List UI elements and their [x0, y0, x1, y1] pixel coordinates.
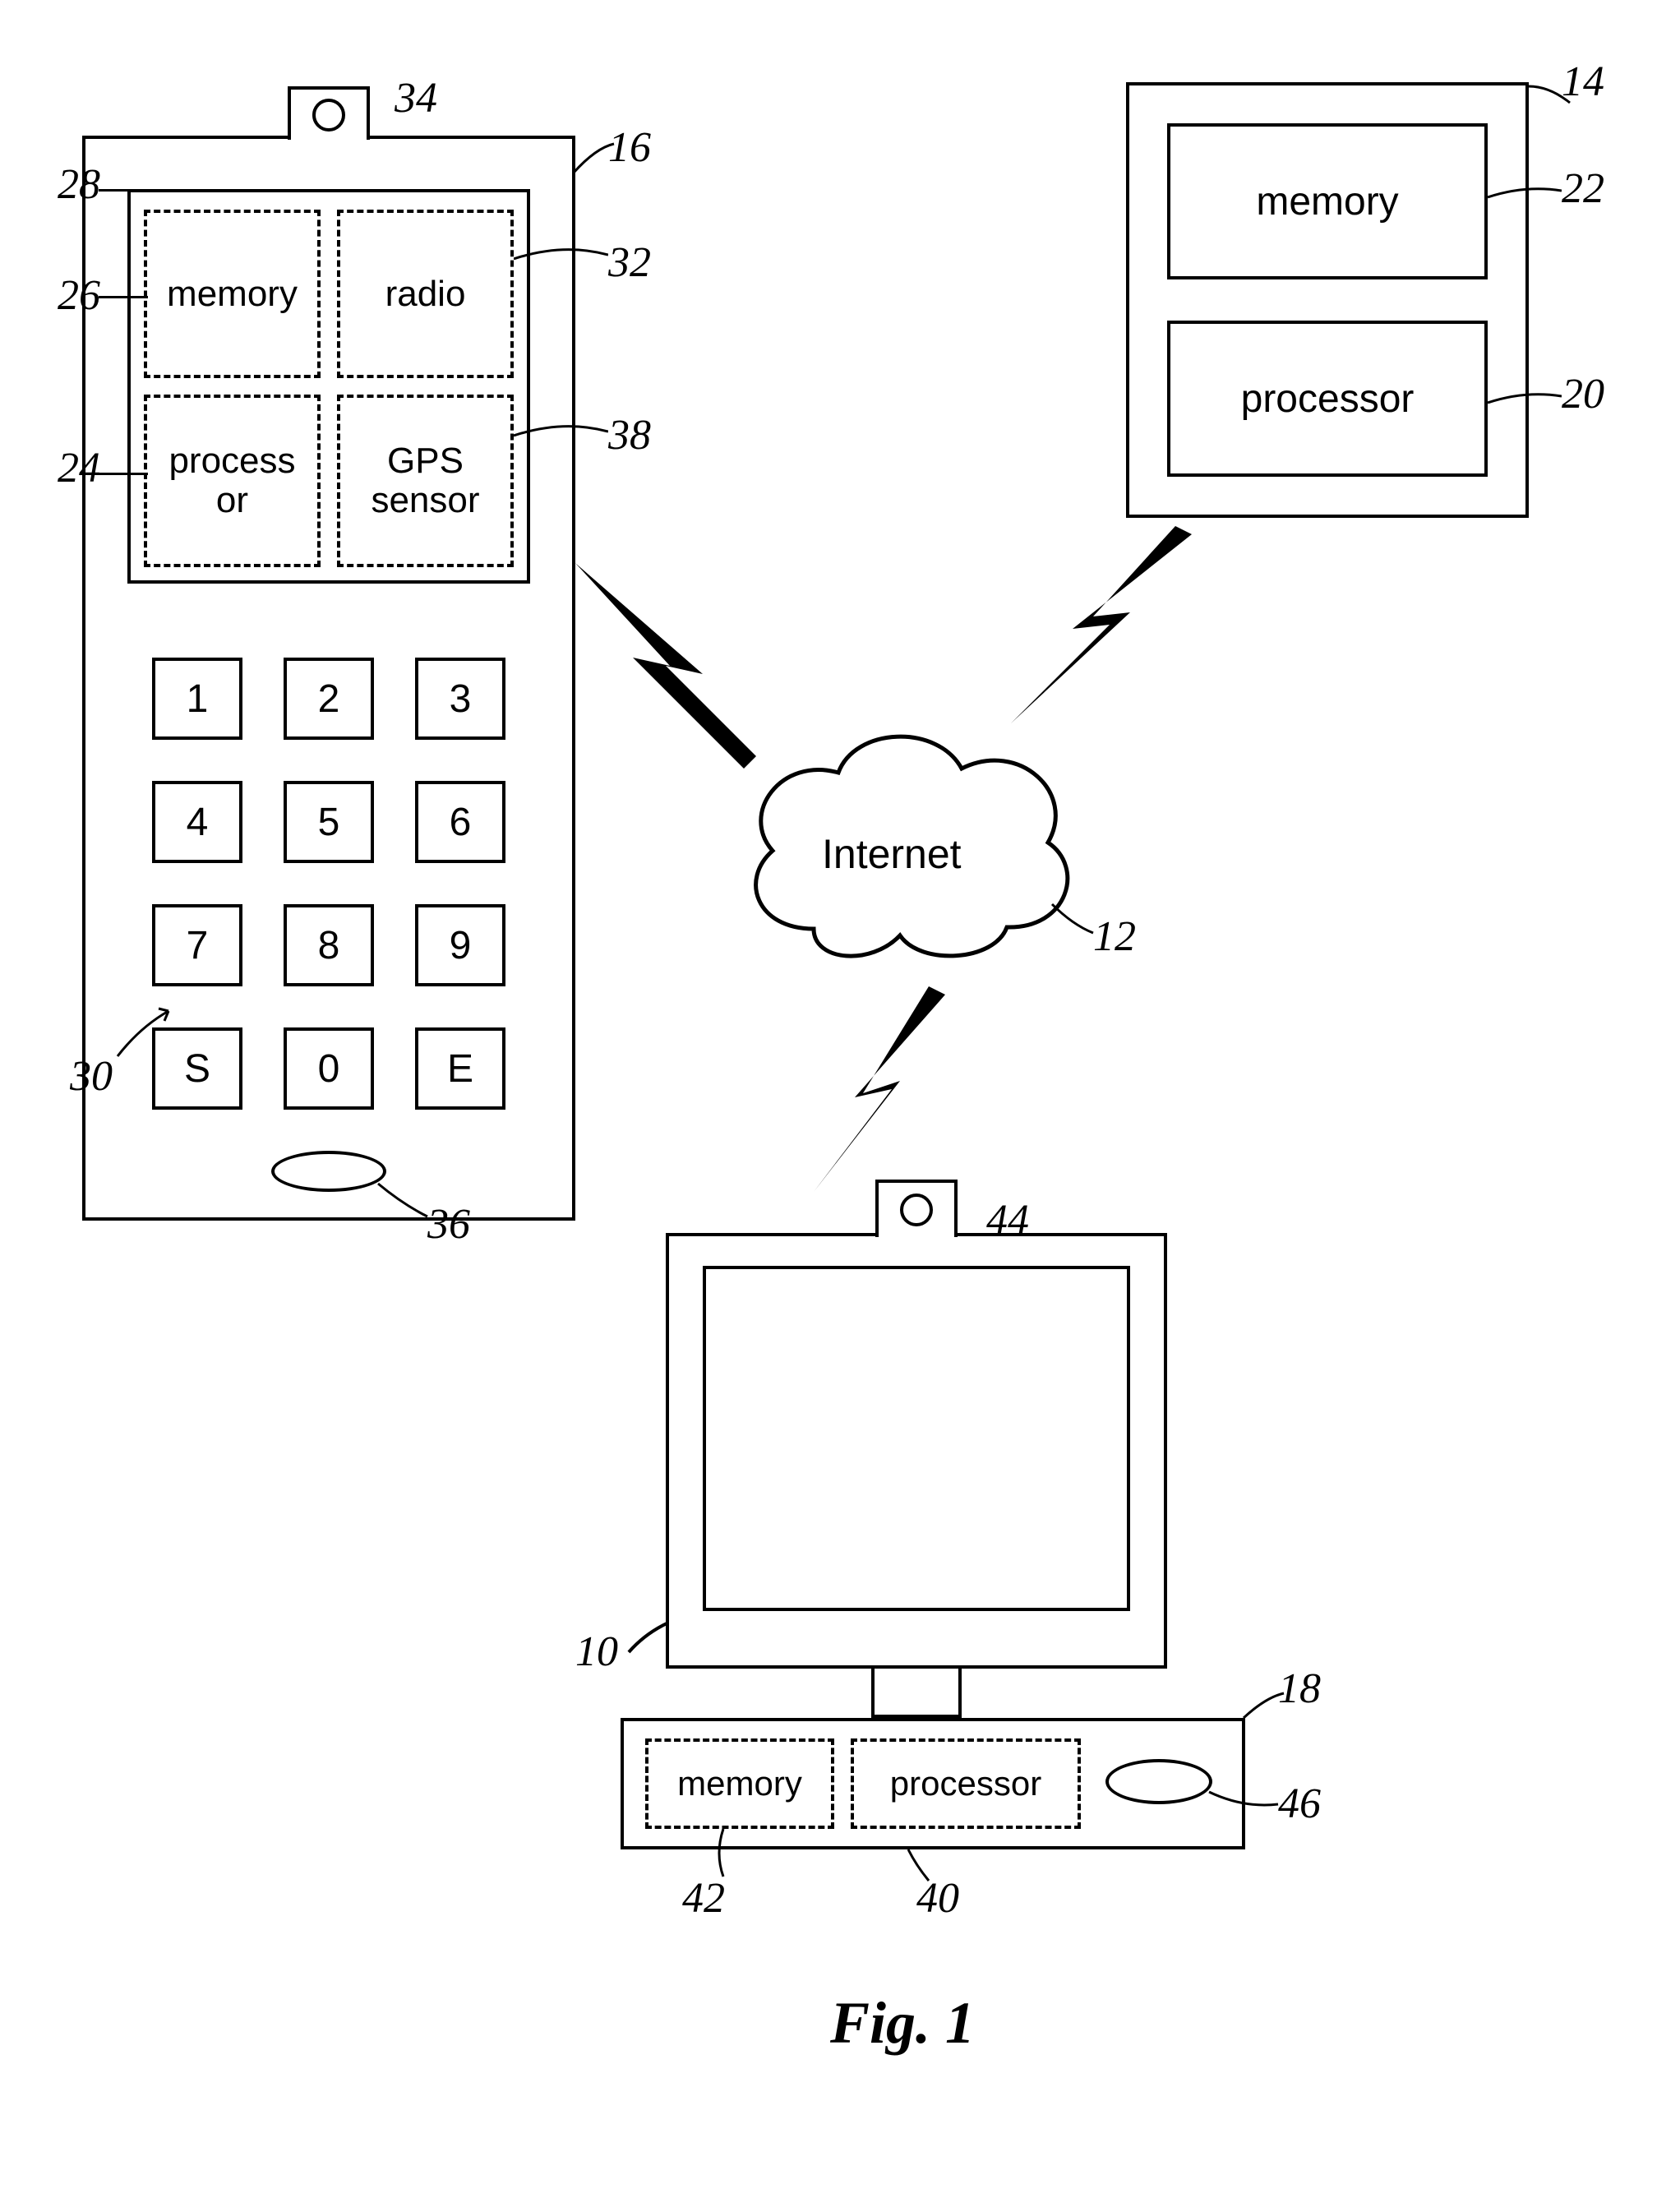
- lead-36: [374, 1180, 432, 1225]
- server-processor-label: processor: [1241, 376, 1415, 422]
- lead-28: [99, 189, 132, 192]
- bolt-cloud-mobile: [542, 551, 773, 781]
- mobile-memory-label: memory: [167, 274, 298, 315]
- mobile-gps-label: GPS sensor: [371, 441, 479, 521]
- lead-26: [99, 296, 148, 298]
- server-memory-box: memory: [1167, 123, 1488, 279]
- keypad-key-7[interactable]: 7: [152, 904, 242, 986]
- keypad-key-2[interactable]: 2: [284, 658, 374, 740]
- mobile-processor-box: process or: [144, 395, 321, 567]
- pc-disc-slot: [1105, 1759, 1212, 1804]
- keypad-key-6[interactable]: 6: [415, 781, 505, 863]
- lead-40: [904, 1849, 937, 1882]
- label-46: 46: [1278, 1780, 1321, 1828]
- mobile-processor-label: process or: [168, 441, 295, 521]
- lead-12: [1048, 900, 1097, 941]
- bolt-server-cloud: [986, 518, 1200, 732]
- keypad-key-0[interactable]: 0: [284, 1027, 374, 1110]
- keypad-key-S[interactable]: S: [152, 1027, 242, 1110]
- keypad-key-8[interactable]: 8: [284, 904, 374, 986]
- figure-caption: Fig. 1: [830, 1989, 975, 2057]
- lead-18: [1241, 1689, 1286, 1722]
- label-38: 38: [608, 411, 651, 459]
- label-44: 44: [986, 1196, 1029, 1244]
- mobile-gps-box: GPS sensor: [337, 395, 514, 567]
- keypad-key-1[interactable]: 1: [152, 658, 242, 740]
- pc-processor-label: processor: [890, 1764, 1041, 1803]
- pc-memory-box: memory: [645, 1738, 834, 1829]
- server-processor-box: processor: [1167, 321, 1488, 477]
- label-30: 30: [70, 1052, 113, 1101]
- keypad-key-5[interactable]: 5: [284, 781, 374, 863]
- keypad-key-3[interactable]: 3: [415, 658, 505, 740]
- lead-46: [1207, 1788, 1281, 1812]
- pc-webcam-lens: [900, 1194, 933, 1226]
- bolt-cloud-pc: [797, 978, 986, 1200]
- lead-42: [711, 1829, 736, 1878]
- mobile-radio-label: radio: [385, 274, 466, 315]
- label-28: 28: [58, 160, 100, 209]
- pc-monitor-neck: [871, 1669, 962, 1718]
- server-memory-label: memory: [1256, 179, 1398, 224]
- lead-16: [571, 140, 616, 177]
- keypad-key-4[interactable]: 4: [152, 781, 242, 863]
- label-26: 26: [58, 271, 100, 320]
- label-42: 42: [682, 1874, 725, 1923]
- label-36: 36: [427, 1200, 470, 1249]
- diagram-canvas: 10 memory processor 14 22 20 Internet 12…: [0, 0, 1680, 2207]
- keypad-key-E[interactable]: E: [415, 1027, 505, 1110]
- label-32: 32: [608, 238, 651, 287]
- lead-14: [1525, 82, 1574, 115]
- mobile-camera-lens: [312, 99, 345, 132]
- label-24: 24: [58, 444, 100, 492]
- cloud-label: Internet: [822, 830, 962, 878]
- lead-38: [514, 415, 608, 448]
- lead-20: [1488, 386, 1562, 411]
- mobile-radio-box: radio: [337, 210, 514, 378]
- keypad-key-9[interactable]: 9: [415, 904, 505, 986]
- label-34: 34: [395, 74, 437, 122]
- label-22: 22: [1562, 164, 1604, 213]
- label-20: 20: [1562, 370, 1604, 418]
- mobile-memory-box: memory: [144, 210, 321, 378]
- lead-22: [1488, 181, 1562, 205]
- pc-processor-box: processor: [851, 1738, 1081, 1829]
- lead-24: [99, 473, 148, 475]
- lead-32: [514, 238, 608, 271]
- mobile-mic: [271, 1151, 386, 1192]
- pc-memory-label: memory: [677, 1764, 802, 1803]
- pc-monitor-screen: [703, 1266, 1130, 1611]
- label-12: 12: [1093, 912, 1136, 961]
- label-10: 10: [575, 1628, 618, 1676]
